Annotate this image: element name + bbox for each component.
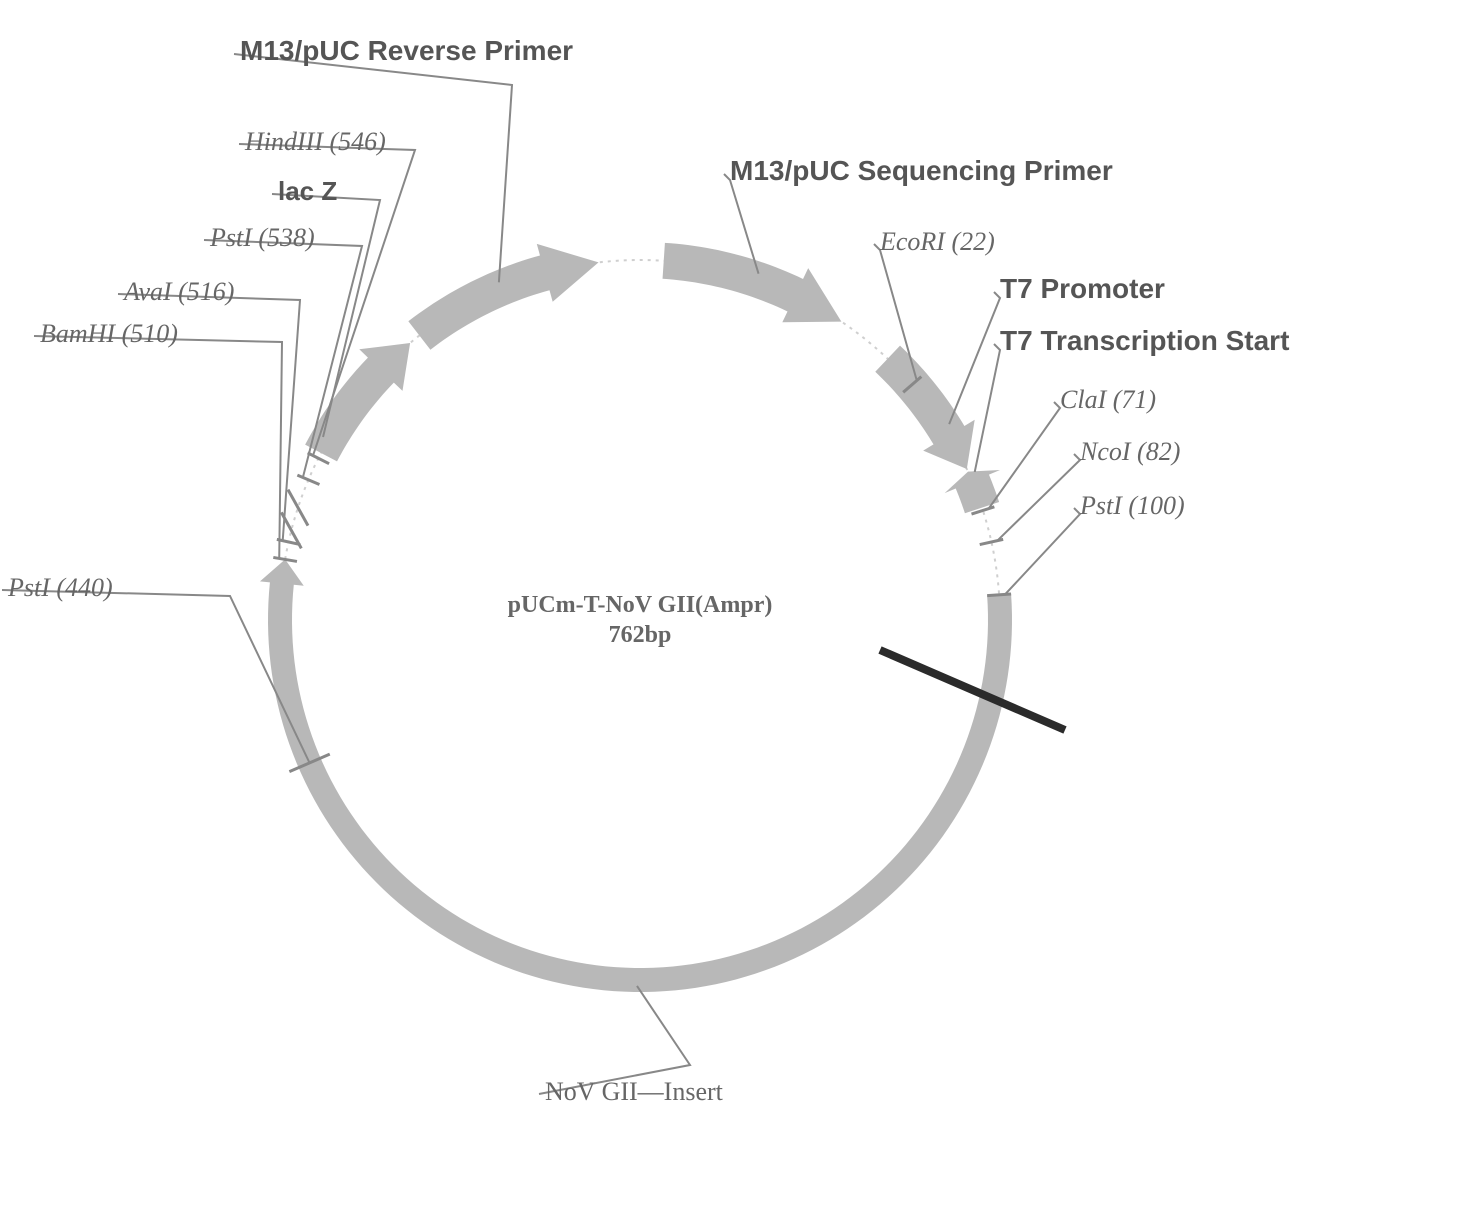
site-tick	[297, 475, 319, 484]
feature-arrow	[408, 244, 598, 350]
label-m13-seq: M13/pUC Sequencing Primer	[730, 155, 1113, 186]
label-t7prom: T7 Promoter	[1000, 273, 1165, 304]
plasmid-size: 762bp	[609, 622, 672, 648]
label-t7start: T7 Transcription Start	[1000, 325, 1289, 356]
label-cla71: ClaI (71)	[1060, 385, 1156, 414]
leader-line	[34, 336, 282, 558]
label-pst538: PstI (538)	[209, 223, 315, 252]
leader-line	[949, 292, 1000, 424]
cut-mark	[880, 650, 1065, 730]
site-tick	[987, 594, 1011, 596]
leader-line	[975, 344, 1000, 472]
label-ava516: AvaI (516)	[122, 277, 234, 306]
label-pst440: PstI (440)	[7, 573, 113, 602]
label-m13-rev: M13/pUC Reverse Primer	[240, 35, 573, 66]
label-ecori22: EcoRI (22)	[879, 227, 995, 256]
leader-line	[2, 590, 310, 763]
plasmid-name: pUCm-T-NoV GII(Ampr)	[508, 592, 773, 618]
gap-mark	[288, 490, 308, 526]
leader-line	[989, 402, 1060, 509]
label-pst100: PstI (100)	[1079, 491, 1185, 520]
feature-arrow	[875, 346, 974, 469]
feature-arrow	[305, 343, 410, 461]
label-lacz: lac Z	[278, 176, 337, 206]
label-insert: NoV GII—Insert	[545, 1077, 724, 1106]
label-bam510: BamHI (510)	[40, 319, 178, 348]
site-tick	[273, 557, 297, 561]
label-nco82: NcoI (82)	[1079, 437, 1180, 466]
label-hind3: HindIII (546)	[244, 127, 386, 156]
plasmid-map: M13/pUC Reverse Primer HindIII (546) lac Z…	[0, 0, 1457, 1216]
